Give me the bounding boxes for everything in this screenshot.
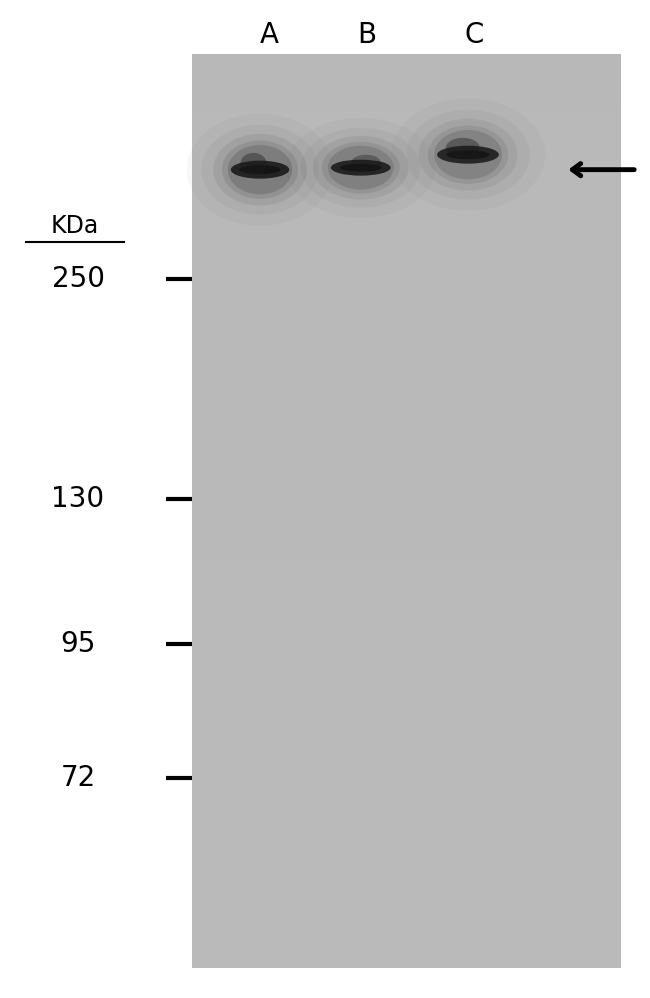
Text: KDa: KDa	[51, 214, 99, 238]
Text: C: C	[465, 21, 484, 49]
Ellipse shape	[447, 151, 489, 160]
Ellipse shape	[313, 136, 409, 200]
Text: 95: 95	[60, 630, 96, 658]
Text: 130: 130	[51, 485, 105, 513]
Ellipse shape	[240, 153, 266, 175]
Text: A: A	[260, 21, 280, 49]
Text: 72: 72	[60, 764, 96, 792]
Ellipse shape	[419, 119, 517, 191]
Bar	[192, 55, 621, 968]
Ellipse shape	[213, 134, 307, 206]
Ellipse shape	[202, 125, 318, 215]
Ellipse shape	[434, 130, 502, 180]
Ellipse shape	[406, 110, 530, 200]
Ellipse shape	[437, 146, 499, 164]
Text: 250: 250	[51, 265, 105, 293]
Text: B: B	[358, 21, 377, 49]
Ellipse shape	[446, 138, 480, 158]
Ellipse shape	[239, 166, 281, 175]
Ellipse shape	[322, 142, 400, 194]
Ellipse shape	[301, 128, 421, 208]
Ellipse shape	[328, 146, 394, 190]
Ellipse shape	[351, 155, 381, 171]
Ellipse shape	[331, 160, 391, 176]
Ellipse shape	[222, 141, 298, 199]
Ellipse shape	[231, 161, 289, 179]
Ellipse shape	[340, 164, 382, 172]
Ellipse shape	[428, 126, 508, 184]
Ellipse shape	[227, 145, 292, 195]
